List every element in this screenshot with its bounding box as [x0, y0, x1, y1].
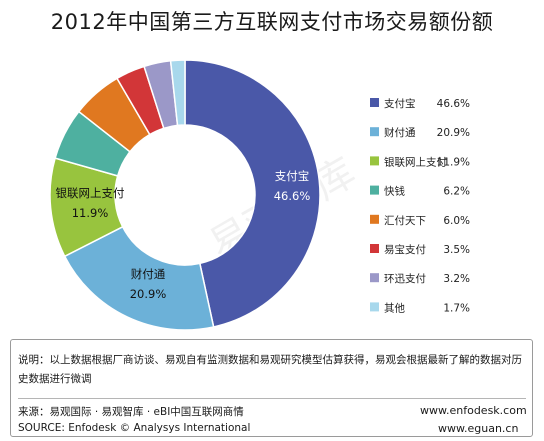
legend-value-2: 11.9%	[437, 156, 470, 168]
legend-value-3: 6.2%	[443, 186, 470, 198]
note-text: 说明：以上数据根据厂商访谈、易观自有监测数据和易观研究模型估算获得，易观会根据最…	[18, 354, 522, 385]
legend-value-1: 20.9%	[437, 127, 470, 139]
source-en: SOURCE: Enfodesk © Analysys Internationa…	[18, 422, 251, 434]
legend-label-6: 环迅支付	[384, 272, 426, 285]
legend-label-0: 支付宝	[384, 97, 416, 110]
slice-labels: 支付宝 46.6% 财付通 20.9% 银联网上支付 11.9%	[56, 169, 311, 301]
legend-swatch-2	[370, 156, 379, 166]
legend-value-5: 3.5%	[443, 244, 470, 256]
legend-label-7: 其他	[384, 301, 405, 314]
pie-slices	[49, 59, 321, 331]
legend-value-6: 3.2%	[443, 273, 470, 285]
url-enfodesk[interactable]: www.enfodesk.com	[420, 404, 527, 417]
legend-swatch-5	[370, 244, 379, 253]
legend-label-2: 银联网上支付	[384, 155, 447, 168]
legend-label-4: 汇付天下	[384, 214, 426, 227]
slice-label-value-2: 11.9%	[72, 206, 109, 220]
source-cn: 来源：易观国际 · 易观智库 · eBI中国互联网商情	[18, 406, 244, 418]
legend-swatch-3	[370, 185, 379, 195]
chart-title: 2012年中国第三方互联网支付市场交易额份额	[50, 10, 494, 34]
url-eguan[interactable]: www.eguan.cn	[438, 422, 519, 435]
slice-1	[63, 225, 215, 331]
footer-divider	[18, 398, 526, 399]
slice-0	[184, 59, 321, 328]
legend-value-0: 46.6%	[437, 98, 470, 110]
slice-label-value-0: 46.6%	[274, 189, 311, 203]
slice-label-name-1: 财付通	[131, 267, 166, 281]
legend-label-3: 快钱	[384, 185, 405, 198]
legend-swatch-6	[370, 273, 379, 283]
slice-label-name-2: 银联网上支付	[56, 186, 125, 200]
legend-swatch-7	[370, 302, 379, 312]
slice-label-value-1: 20.9%	[130, 287, 167, 301]
slice-7	[169, 59, 186, 127]
legend-swatch-1	[370, 127, 379, 137]
legend-value-4: 6.0%	[443, 215, 470, 227]
legend-swatch-0	[370, 98, 379, 107]
legend-swatch-4	[370, 214, 379, 224]
slice-label-name-0: 支付宝	[275, 169, 310, 183]
legend-value-7: 1.7%	[443, 302, 470, 314]
note-box	[10, 339, 533, 437]
legend-label-5: 易宝支付	[384, 243, 426, 256]
legend-label-1: 财付通	[384, 126, 416, 139]
